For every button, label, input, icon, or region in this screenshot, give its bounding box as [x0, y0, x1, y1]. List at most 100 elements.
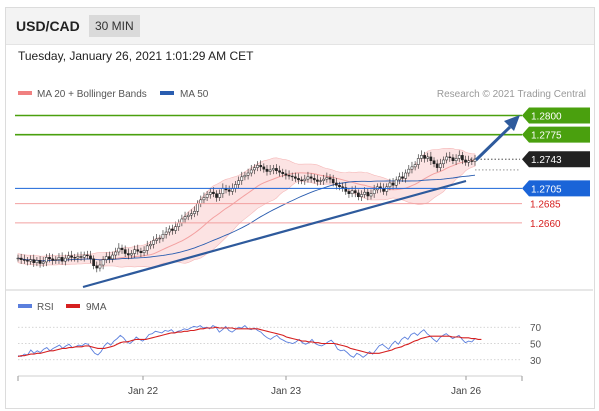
- candle-body: [98, 264, 102, 269]
- candle-body: [322, 178, 326, 181]
- level-label-1.2685: 1.2685: [530, 200, 561, 211]
- chart-header: USD/CAD 30 MIN: [6, 8, 594, 45]
- candle-body: [461, 155, 464, 161]
- candle-body: [265, 168, 269, 172]
- candle-body: [407, 168, 411, 174]
- level-label-1.2800: 1.2800: [531, 112, 562, 123]
- candle-body: [319, 180, 322, 182]
- legend-label-ma20: MA 20 + Bollinger Bands: [37, 89, 147, 100]
- candle-body: [76, 256, 80, 259]
- candle-body: [120, 247, 124, 250]
- candle-body: [174, 226, 177, 231]
- candle-body: [82, 254, 86, 258]
- candle-body: [451, 157, 455, 161]
- candle-body: [89, 255, 92, 260]
- candle-body: [67, 255, 70, 259]
- candle-body: [26, 260, 29, 262]
- candle-body: [445, 156, 448, 161]
- level-label-1.2775: 1.2775: [531, 131, 562, 142]
- candle-body: [117, 247, 121, 253]
- candle-body: [357, 192, 360, 198]
- candle-body: [183, 216, 187, 220]
- candle-body: [249, 169, 253, 174]
- candle-body: [398, 176, 401, 181]
- rsi-level-label-30: 30: [530, 356, 542, 367]
- legend-label-ma50: MA 50: [180, 89, 209, 100]
- level-label-1.2743: 1.2743: [531, 155, 562, 166]
- candle-body: [101, 259, 105, 266]
- candle-body: [186, 214, 190, 217]
- candle-body: [287, 175, 291, 177]
- candle-body: [426, 156, 430, 159]
- candle-body: [240, 176, 244, 181]
- candle-body: [164, 231, 168, 235]
- candle-body: [38, 260, 42, 264]
- candle-body: [464, 159, 467, 163]
- timeframe-badge[interactable]: 30 MIN: [89, 15, 140, 37]
- candle-body: [438, 163, 442, 168]
- rsi-level-label-70: 70: [530, 323, 542, 334]
- candle-body: [470, 160, 474, 162]
- candle-body: [63, 257, 67, 262]
- candle-body: [161, 234, 165, 239]
- candle-body: [221, 188, 225, 194]
- legend-swatch-rsi: [18, 304, 32, 308]
- candle-body: [130, 253, 133, 256]
- rsi-level-label-50: 50: [530, 340, 542, 351]
- candle-body: [413, 164, 417, 168]
- candle-body: [429, 156, 433, 161]
- candle-body: [92, 258, 95, 267]
- candle-body: [167, 228, 171, 233]
- candle-body: [177, 222, 181, 227]
- level-tag-1.2743: [522, 151, 590, 168]
- rsi-line: [17, 325, 476, 358]
- candle-body: [432, 160, 436, 165]
- candle-body: [114, 251, 118, 256]
- candle-body: [57, 257, 61, 260]
- level-label-1.2660: 1.2660: [530, 219, 561, 230]
- x-tick-label-jan26: Jan 26: [451, 386, 481, 397]
- level-tag-1.2800: [522, 107, 590, 124]
- candle-body: [123, 249, 127, 254]
- candle-body: [104, 256, 108, 260]
- candle-body: [253, 167, 256, 171]
- candle-body: [54, 259, 58, 261]
- candle-body: [205, 194, 209, 198]
- candle-body: [300, 179, 304, 181]
- candle-body: [60, 257, 64, 262]
- x-tick-label-jan23: Jan 23: [271, 386, 301, 397]
- chart-timestamp: Tuesday, January 26, 2021 1:01:29 AM CET: [18, 49, 254, 63]
- candle-body: [262, 166, 266, 170]
- candle-body: [416, 158, 420, 165]
- candle-body: [171, 228, 174, 231]
- candle-body: [70, 255, 73, 258]
- candle-body: [328, 177, 332, 180]
- legend-swatch-ma20: [18, 91, 32, 95]
- candle-body: [126, 253, 130, 256]
- legend-swatch-9ma: [66, 304, 80, 308]
- candle-body: [353, 190, 357, 194]
- candle-body: [256, 165, 259, 168]
- candle-body: [448, 156, 452, 158]
- candle-body: [347, 191, 351, 194]
- candle-body: [442, 159, 445, 165]
- candle-body: [133, 249, 136, 254]
- candle-body: [363, 191, 367, 195]
- candle-body: [189, 213, 193, 216]
- candle-body: [95, 265, 99, 269]
- candle-body: [360, 194, 363, 198]
- candle-body: [394, 179, 398, 186]
- candle-body: [435, 163, 439, 168]
- candle-body: [309, 176, 313, 179]
- candle-body: [312, 178, 316, 181]
- candle-body: [155, 238, 159, 241]
- candle-body: [180, 218, 184, 224]
- legend-swatch-ma50: [160, 91, 174, 95]
- candle-body: [193, 211, 196, 214]
- candle-body: [303, 178, 307, 181]
- candle-body: [341, 186, 344, 188]
- candle-body: [467, 160, 471, 163]
- forecast-arrow-shaft: [474, 125, 512, 162]
- candle-body: [246, 172, 250, 176]
- candle-body: [108, 256, 111, 260]
